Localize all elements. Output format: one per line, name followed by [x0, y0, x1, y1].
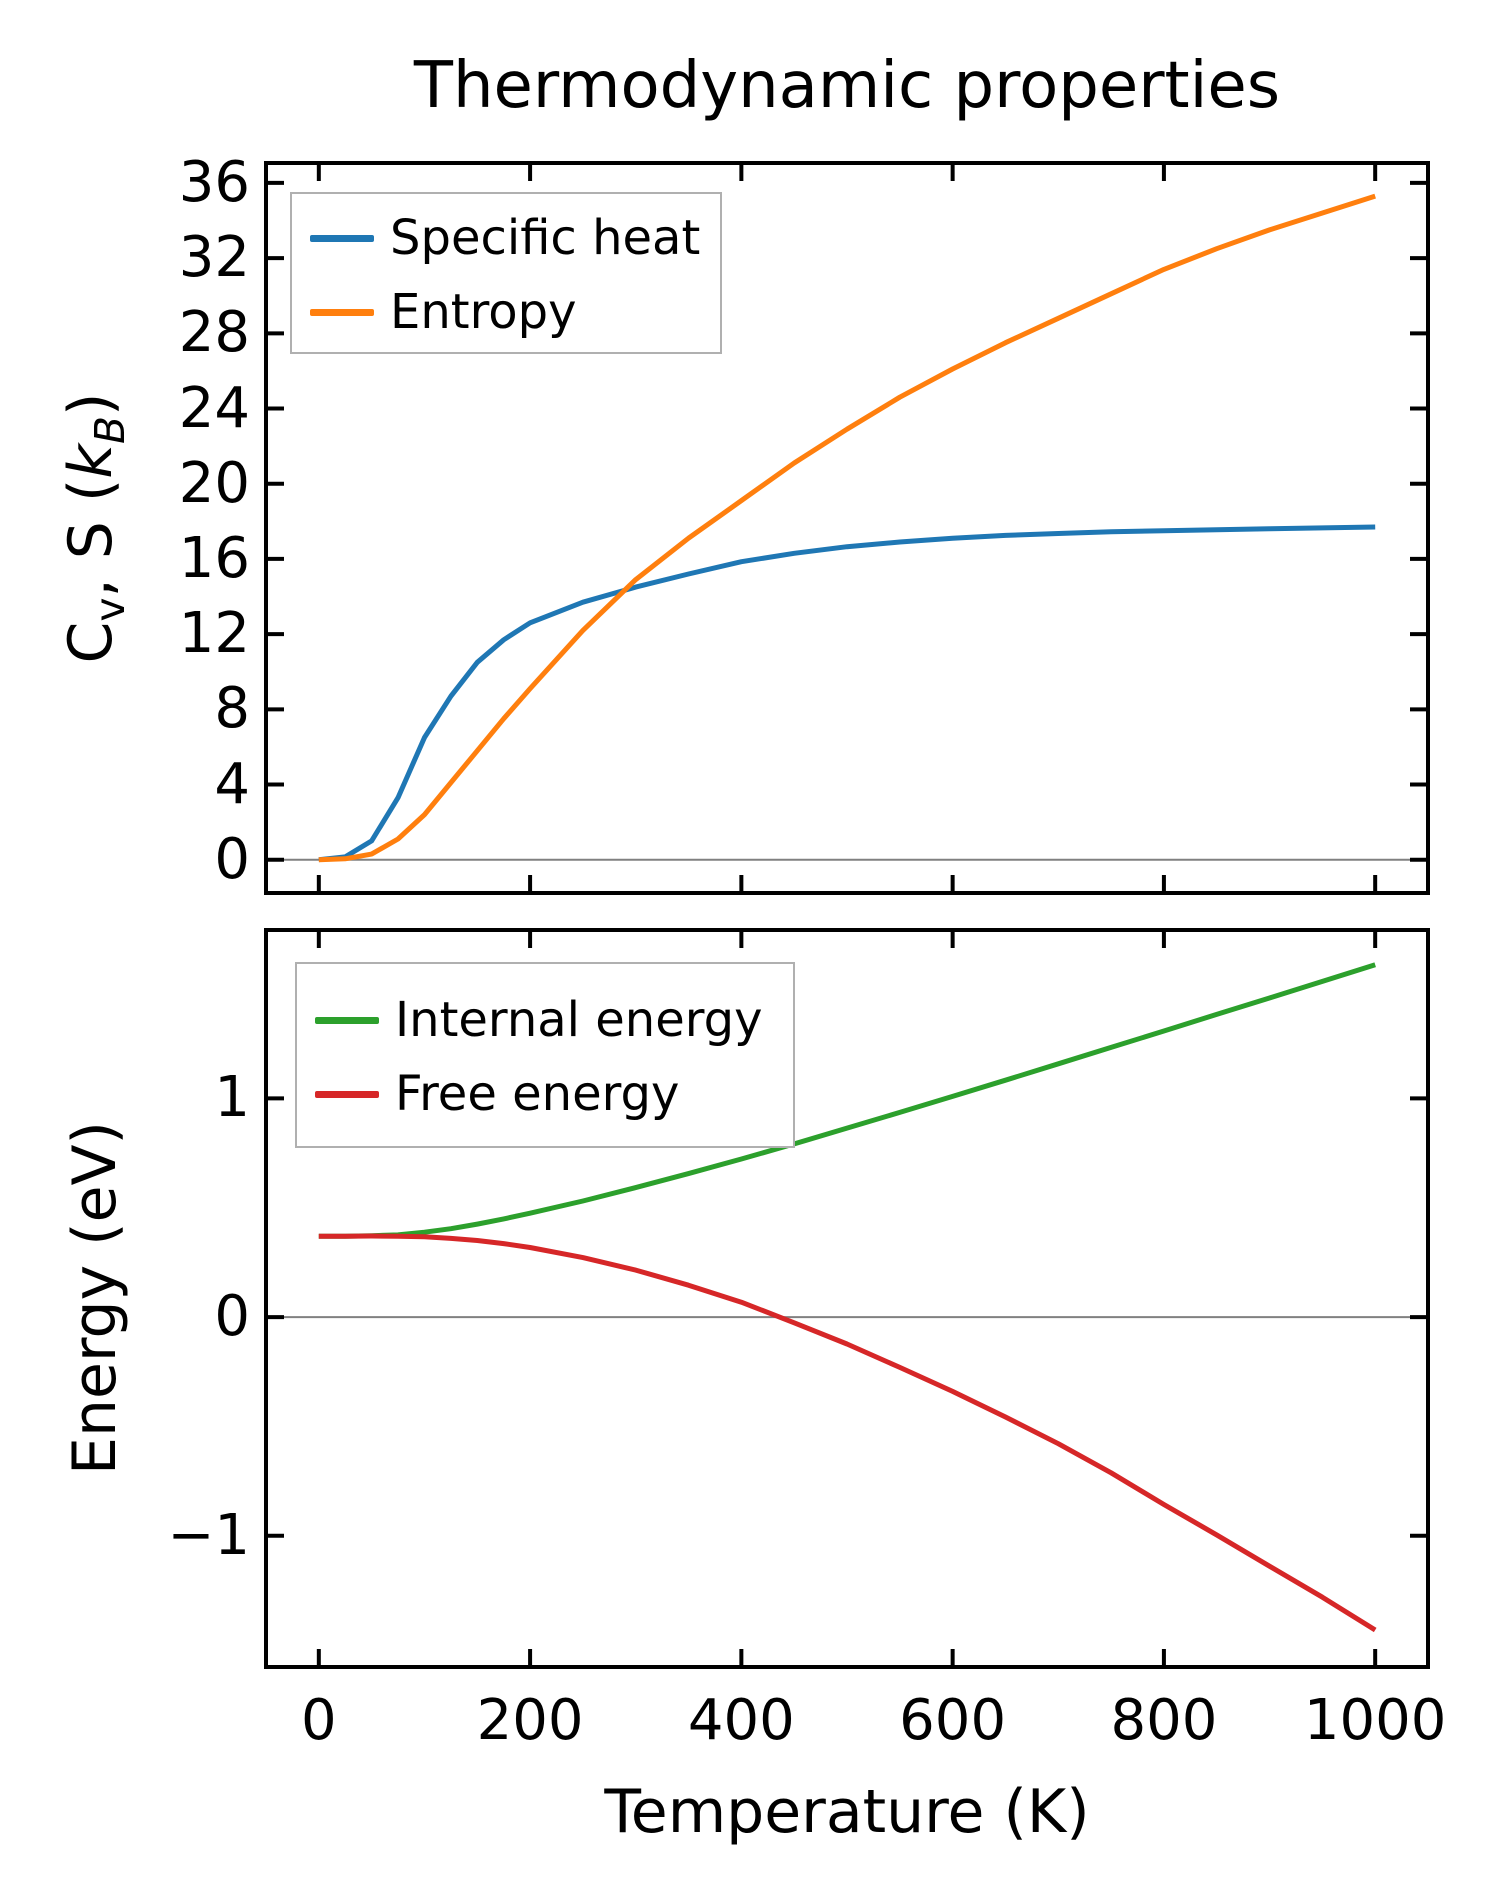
y-tick-label: 24 — [178, 375, 250, 441]
internal-energy-curve — [318, 962, 1376, 1239]
free-energy-curve — [318, 1233, 1377, 1633]
legend-label: Internal energy — [395, 992, 763, 1048]
x-axis-label: Temperature (K) — [604, 1777, 1090, 1847]
y-tick-label: 1 — [214, 1065, 250, 1131]
chart-title: Thermodynamic properties — [413, 49, 1281, 123]
legend-item-specific-heat: Specific heat — [310, 208, 700, 268]
y-tick-label: 20 — [178, 450, 250, 516]
specific-heat-line-swatch — [310, 234, 374, 242]
y-tick-label: 12 — [178, 601, 250, 667]
y-tick-label: 4 — [214, 751, 250, 817]
legend-item-free-energy: Free energy — [315, 1064, 773, 1124]
x-tick-label: 0 — [300, 1688, 337, 1753]
entropy-line-swatch — [310, 308, 374, 316]
free-energy-line-swatch — [315, 1090, 379, 1098]
x-tick-label: 800 — [1110, 1688, 1218, 1753]
y-tick-label: 0 — [214, 1284, 250, 1350]
y-tick-label: 32 — [178, 225, 250, 291]
legend-item-internal-energy: Internal energy — [315, 990, 773, 1050]
legend-label: Specific heat — [390, 210, 701, 266]
legend-label: Free energy — [395, 1066, 680, 1122]
legend-item-entropy: Entropy — [310, 282, 700, 342]
y-tick-label: −1 — [167, 1502, 250, 1568]
x-tick-label: 1000 — [1303, 1688, 1447, 1753]
specific-heat-curve — [318, 524, 1376, 863]
panel-1-spines — [264, 928, 1430, 1669]
y-tick-label: 36 — [178, 149, 250, 215]
bottom-panel-legend: Internal energy Free energy — [295, 962, 795, 1148]
legend-label: Entropy — [390, 284, 577, 340]
y-tick-label: 16 — [178, 525, 250, 591]
x-tick-label: 600 — [899, 1688, 1007, 1753]
y-tick-label: 28 — [178, 300, 250, 366]
y-tick-label: 8 — [214, 676, 250, 742]
y-tick-label: 0 — [214, 826, 250, 892]
top-panel-legend: Specific heat Entropy — [290, 192, 722, 354]
panel-0-spines — [264, 161, 1430, 895]
internal-energy-line-swatch — [315, 1016, 379, 1024]
x-tick-label: 200 — [476, 1688, 584, 1753]
entropy-curve — [318, 193, 1376, 863]
x-tick-label: 400 — [687, 1688, 795, 1753]
